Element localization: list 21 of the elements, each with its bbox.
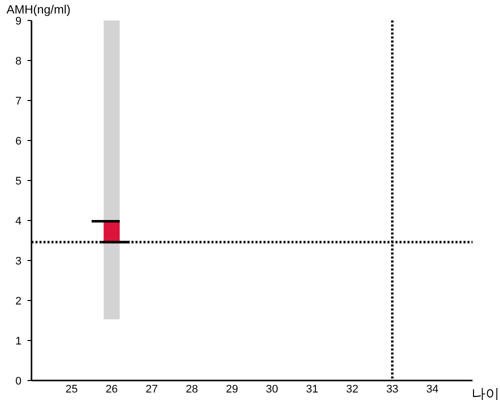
x-tick-label: 34 bbox=[426, 384, 439, 396]
x-tick-label: 30 bbox=[266, 384, 278, 396]
x-tick-label: 31 bbox=[306, 384, 318, 396]
y-tick-label: 3 bbox=[15, 256, 22, 268]
y-tick-label: 6 bbox=[15, 136, 22, 148]
x-tick-label: 32 bbox=[346, 384, 358, 396]
y-tick-label: 0 bbox=[15, 376, 22, 388]
y-tick-label: 2 bbox=[15, 296, 22, 308]
x-tick-label: 29 bbox=[226, 384, 238, 396]
x-tick-label: 33 bbox=[386, 384, 398, 396]
x-tick-label: 28 bbox=[186, 384, 198, 396]
y-tick-label: 9 bbox=[15, 16, 22, 28]
y-tick-label: 4 bbox=[15, 216, 22, 228]
y-tick-label: 8 bbox=[15, 56, 22, 68]
y-tick-label: 1 bbox=[15, 336, 22, 348]
x-tick-label: 27 bbox=[146, 384, 158, 396]
x-tick-label: 26 bbox=[106, 384, 118, 396]
y-tick-label: 7 bbox=[15, 96, 22, 108]
y-tick-label: 5 bbox=[15, 176, 22, 188]
x-tick-label: 25 bbox=[65, 384, 78, 396]
y-axis-title: AMH(ng/ml) bbox=[6, 2, 71, 16]
